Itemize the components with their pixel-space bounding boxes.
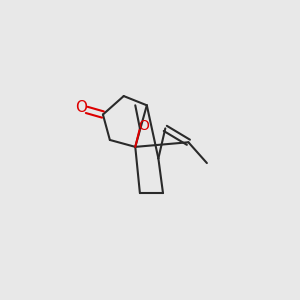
Text: O: O <box>139 119 149 133</box>
Text: O: O <box>75 100 87 115</box>
